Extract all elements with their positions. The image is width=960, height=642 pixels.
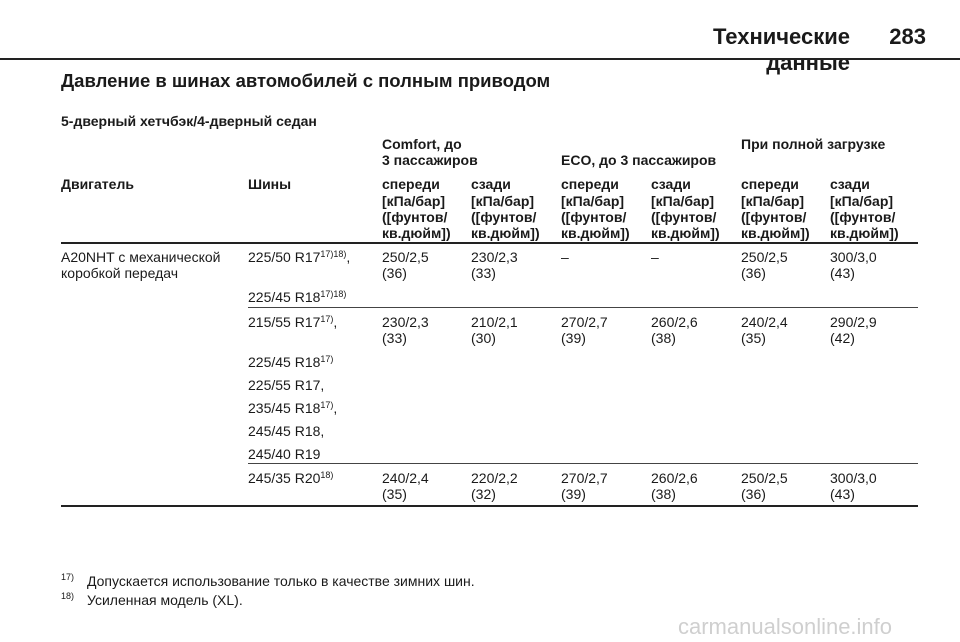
pressure-value: 260/2,6 (38) <box>651 470 698 502</box>
pressure-value: 300/3,0 (43) <box>830 249 877 281</box>
tire-size: 245/45 R18, <box>248 423 325 439</box>
tire-size: 225/45 R1817)18) <box>248 289 347 305</box>
col-header-full-front: спереди <box>741 176 799 192</box>
unit-header: [кПа/бар] ([фунтов/ кв.дюйм]) <box>561 193 630 241</box>
header-rule <box>0 58 960 60</box>
section-subtitle: 5-дверный хетчбэк/4-дверный седан <box>61 113 317 129</box>
group-header-eco: ECO, до 3 пассажиров <box>561 152 717 168</box>
section-title: Давление в шинах автомобилей с полным пр… <box>61 70 551 91</box>
pressure-value: 230/2,3 (33) <box>471 249 518 281</box>
watermark: carmanualsonline.info <box>678 614 893 639</box>
pressure-value: – <box>651 249 659 265</box>
tire-size: 225/50 R1717)18), <box>248 249 351 265</box>
col-header-comfort-front: спереди <box>382 176 440 192</box>
footnote-number: 18) <box>61 591 75 601</box>
col-header-engine: Двигатель <box>61 176 134 192</box>
unit-header: [кПа/бар] ([фунтов/ кв.дюйм]) <box>471 193 540 241</box>
pressure-value: 300/3,0 (43) <box>830 470 877 502</box>
table-bottom-rule <box>61 505 918 507</box>
col-header-comfort-rear: сзади <box>471 176 511 192</box>
row-divider <box>248 463 918 464</box>
col-header-tires: Шины <box>248 176 292 192</box>
pressure-value: 230/2,3 (33) <box>382 314 429 346</box>
row-divider <box>248 307 918 308</box>
pressure-value: 240/2,4 (35) <box>741 314 788 346</box>
tire-size: 245/40 R19 <box>248 446 321 462</box>
pressure-value: 250/2,5 (36) <box>741 470 788 502</box>
page-header-title: Технические данные <box>712 24 850 75</box>
pressure-value: 250/2,5 (36) <box>382 249 429 281</box>
tire-size: 225/55 R17, <box>248 377 325 393</box>
col-header-eco-rear: сзади <box>651 176 691 192</box>
pressure-value: – <box>561 249 569 265</box>
pressure-value: 220/2,2 (32) <box>471 470 518 502</box>
pressure-value: 240/2,4 (35) <box>382 470 429 502</box>
pressure-value: 270/2,7 (39) <box>561 314 608 346</box>
unit-header: [кПа/бар] ([фунтов/ кв.дюйм]) <box>741 193 810 241</box>
pressure-value: 270/2,7 (39) <box>561 470 608 502</box>
tire-size: 225/45 R1817) <box>248 354 334 370</box>
table-header-rule <box>61 242 918 244</box>
pressure-value: 210/2,1 (30) <box>471 314 518 346</box>
footnote-text: Усиленная модель (XL). <box>87 592 243 608</box>
pressure-value: 290/2,9 (42) <box>830 314 877 346</box>
tire-size: 245/35 R2018) <box>248 470 334 486</box>
pressure-value: 260/2,6 (38) <box>651 314 698 346</box>
footnote-number: 17) <box>61 572 75 582</box>
group-header-comfort: Comfort, до 3 пассажиров <box>382 136 478 168</box>
unit-header: [кПа/бар] ([фунтов/ кв.дюйм]) <box>830 193 899 241</box>
engine-cell: A20NHT с механической коробкой передач <box>61 249 221 281</box>
unit-header: [кПа/бар] ([фунтов/ кв.дюйм]) <box>382 193 451 241</box>
page-number: 283 <box>889 24 926 49</box>
col-header-eco-front: спереди <box>561 176 619 192</box>
footnote-text: Допускается использование только в качес… <box>87 573 475 589</box>
col-header-full-rear: сзади <box>830 176 870 192</box>
pressure-value: 250/2,5 (36) <box>741 249 788 281</box>
tire-size: 215/55 R1717), <box>248 314 338 330</box>
unit-header: [кПа/бар] ([фунтов/ кв.дюйм]) <box>651 193 720 241</box>
group-header-full-load: При полной загрузке <box>741 136 886 152</box>
tire-size: 235/45 R1817), <box>248 400 338 416</box>
